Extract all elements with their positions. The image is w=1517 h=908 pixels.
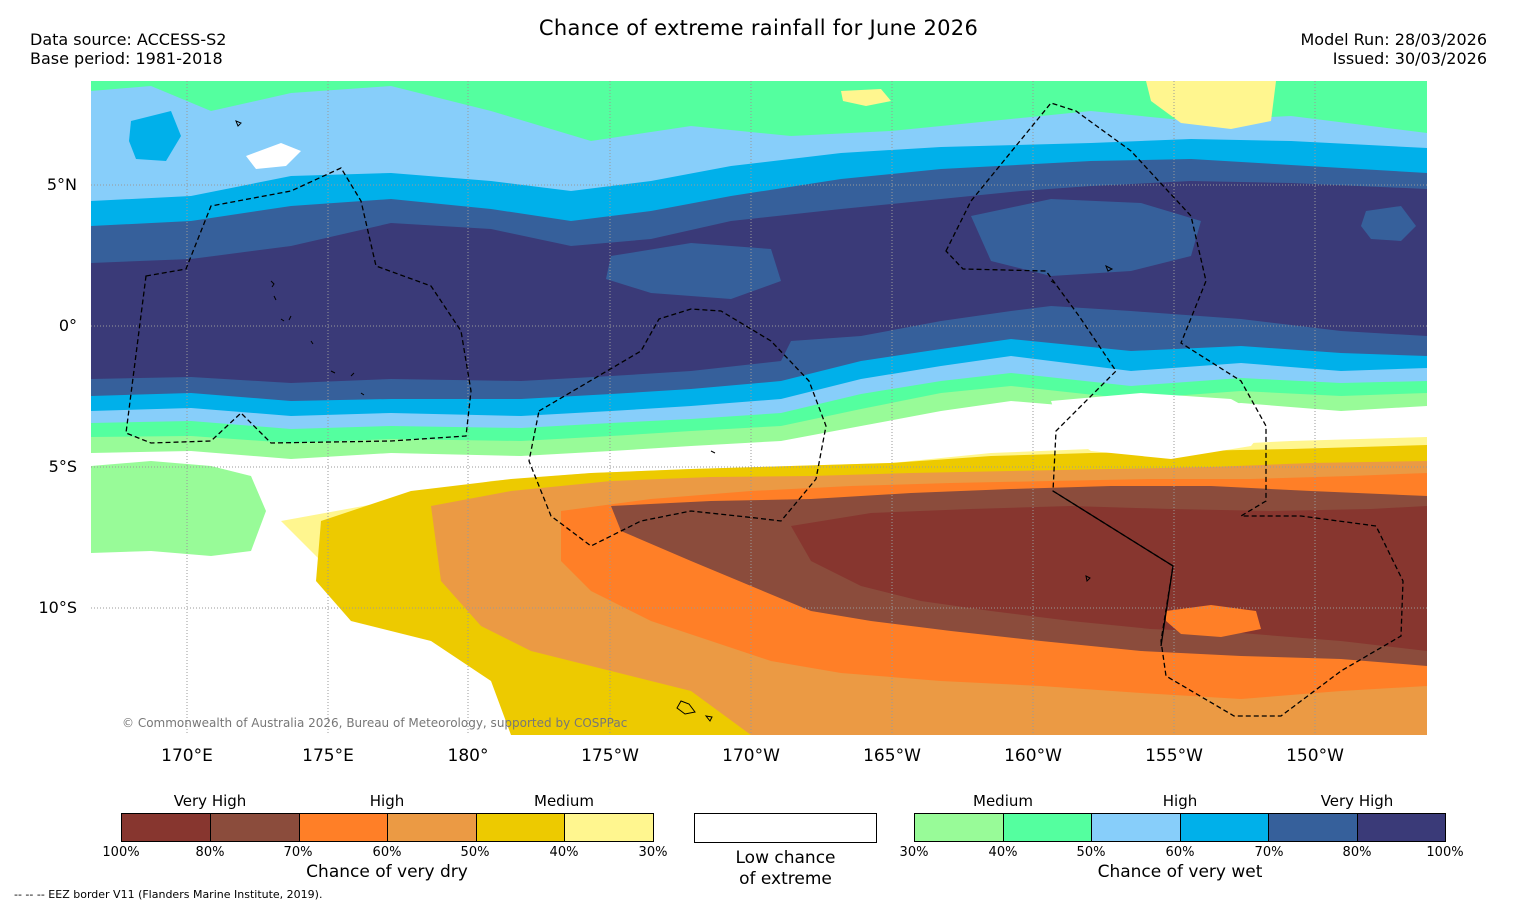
source-info: Data source: ACCESS-S2 Base period: 1981… [30,30,226,68]
wet-bands [91,81,1427,459]
graticule [91,81,1427,735]
lat-label-10s: 10°S [38,598,77,617]
wet-tick: 100% [1426,845,1464,860]
dry-swatch-2 [210,813,300,842]
lon-label-175e: 175°E [302,746,354,766]
dry-tick: 30% [638,845,668,860]
dry-swatch-3 [299,813,389,842]
wet-swatch-2 [1003,813,1093,842]
dry-bands [281,81,1427,735]
dry-tick: 40% [549,845,579,860]
lon-label-170w: 170°W [722,746,780,766]
lat-label-5s: 5°S [48,457,77,476]
lon-label-150w: 150°W [1286,746,1344,766]
wet-swatch-1 [914,813,1004,842]
wet-tick: 40% [988,845,1018,860]
eez-borders [125,102,1404,717]
dry-patch-60-east [1166,605,1261,637]
wet-band-30-sw [91,461,266,556]
wet-legend-title: Chance of very wet [1097,862,1263,882]
copyright-notice: © Commonwealth of Australia 2026, Bureau… [122,716,628,730]
wet-heading-medium: Medium [973,792,1033,810]
lon-label-165w: 165°W [863,746,921,766]
lon-label-155w: 155°W [1145,746,1203,766]
dry-swatch-4 [387,813,477,842]
dry-tick: 70% [283,845,313,860]
wet-patch-70-east [971,199,1201,276]
lon-label-170e: 170°E [161,746,213,766]
lon-label-160w: 160°W [1004,746,1062,766]
wet-heading-very-high: Very High [1320,792,1394,810]
run-info: Model Run: 28/03/2026 Issued: 30/03/2026 [1301,30,1488,68]
eez-kiribati-phoenix [528,308,827,547]
dry-swatch-5 [476,813,566,842]
wet-swatch-3 [1091,813,1181,842]
lat-label-5n: 5°N [46,175,77,194]
dry-band-80 [791,506,1427,651]
rainfall-map [91,81,1427,735]
lat-label-0: 0° [58,316,77,335]
lon-label-175w: 175°W [581,746,639,766]
model-run: Model Run: 28/03/2026 [1300,30,1488,49]
wet-patch-70-far-east [1361,206,1416,241]
wet-tick: 30% [899,845,929,860]
low-chance-line2: of extreme [739,869,832,889]
map-title: Chance of extreme rainfall for June 2026 [538,16,979,40]
dry-patch-30-north [1146,81,1276,129]
wet-swatch-5 [1268,813,1358,842]
eez-solid-border [1052,490,1174,647]
dry-swatch-6 [564,813,654,842]
data-source: Data source: ACCESS-S2 [30,30,227,49]
wet-heading-high: High [1162,792,1198,810]
eez-kiribati-gilbert [125,167,472,444]
islands [235,120,1114,722]
dry-tick: 100% [102,845,140,860]
dry-swatch-1 [121,813,211,842]
wet-tick: 70% [1254,845,1284,860]
dry-tick: 50% [460,845,490,860]
dry-heading-high: High [369,792,405,810]
wet-swatch-6 [1357,813,1446,842]
low-chance-label: Low chance of extreme [694,848,877,890]
eez-footnote: -- -- -- EEZ border V11 (Flanders Marine… [14,888,323,901]
wet-swatch-4 [1180,813,1270,842]
base-period: Base period: 1981-2018 [30,49,223,68]
dry-heading-medium: Medium [534,792,594,810]
land-patch-north [841,89,891,106]
dry-tick: 60% [372,845,402,860]
wet-tick: 60% [1165,845,1195,860]
dry-tick: 80% [195,845,225,860]
dry-heading-very-high: Very High [173,792,247,810]
dry-legend-title: Chance of very dry [306,862,468,882]
issued-date: Issued: 30/03/2026 [1332,49,1487,68]
lon-label-180: 180° [447,746,489,766]
wet-patch-70-west [606,243,781,299]
wet-tick: 80% [1342,845,1372,860]
white-pockets [91,143,1271,646]
low-chance-swatch [694,813,877,843]
wet-patch-60-nw [129,111,181,161]
wet-tick: 50% [1076,845,1106,860]
low-chance-line1: Low chance [735,848,836,868]
